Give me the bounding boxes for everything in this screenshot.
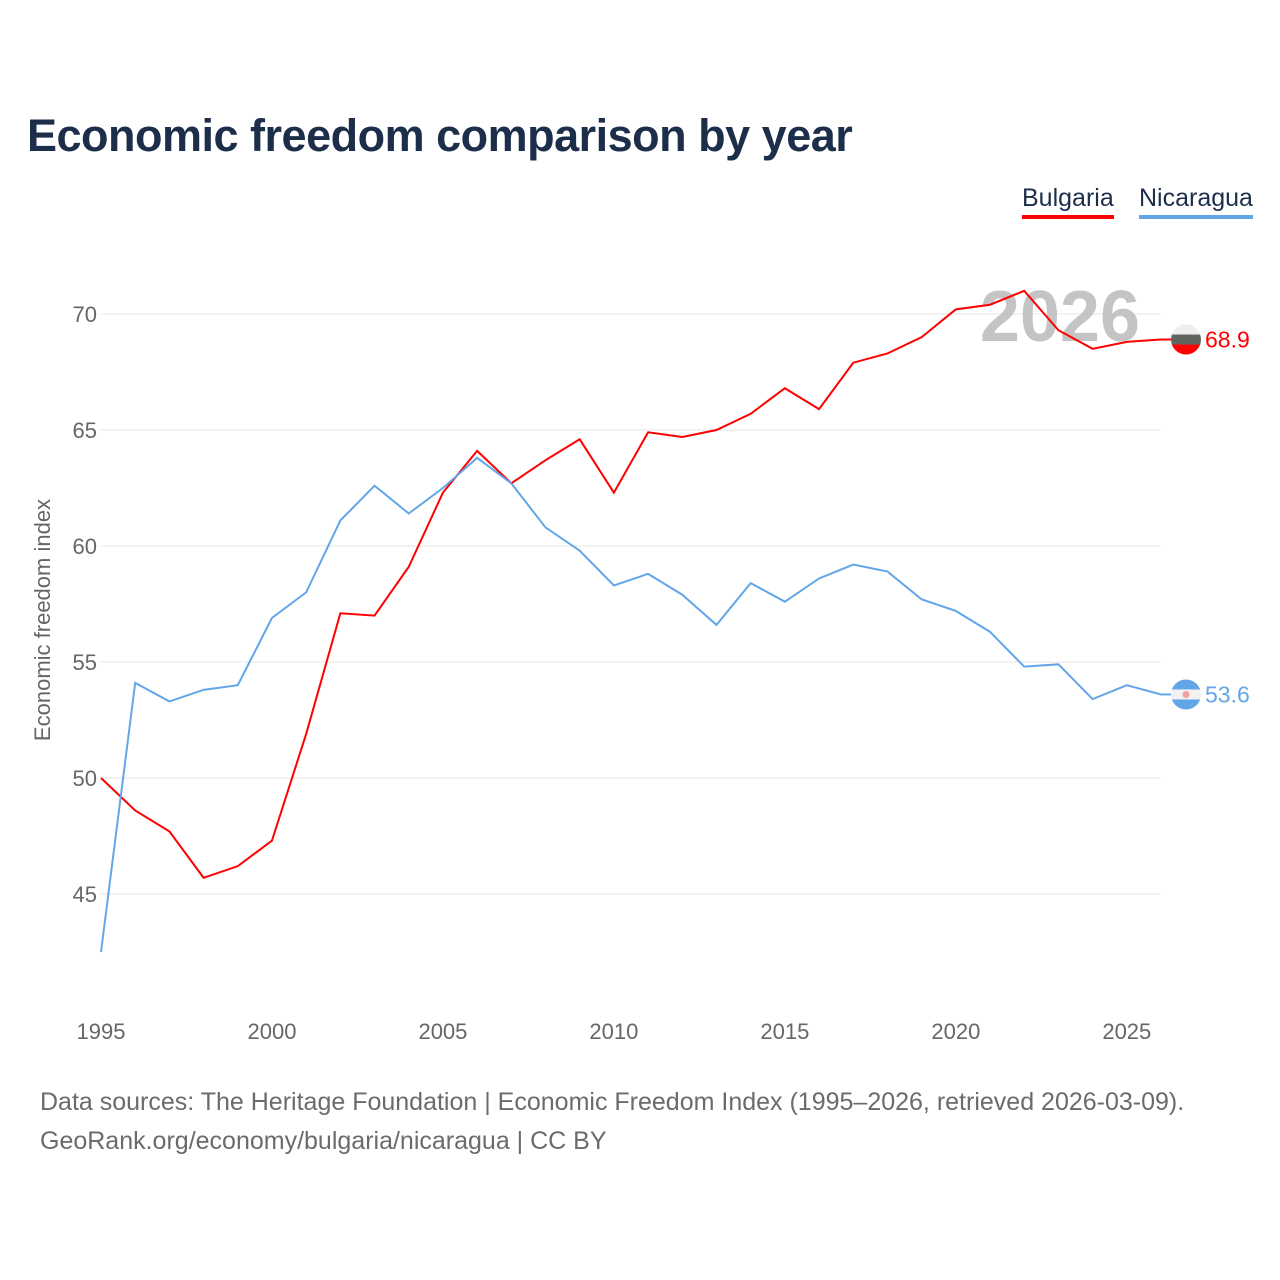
y-axis-label: Economic freedom index <box>30 499 55 741</box>
x-tick-label: 2005 <box>418 1019 467 1044</box>
x-tick-label: 2000 <box>247 1019 296 1044</box>
x-tick-label: 2015 <box>760 1019 809 1044</box>
footer-sources: Data sources: The Heritage Foundation | … <box>40 1088 1185 1116</box>
x-tick-label: 1995 <box>77 1019 126 1044</box>
bulgaria-flag-icon <box>1171 324 1201 355</box>
x-tick-label: 2025 <box>1102 1019 1151 1044</box>
series-line-nicaragua <box>100 456 1162 953</box>
nicaragua-flag-icon <box>1171 679 1201 710</box>
legend-item-bulgaria[interactable]: Bulgaria <box>1022 184 1114 219</box>
y-tick-label: 65 <box>73 418 97 443</box>
series-line-bulgaria <box>100 289 1162 879</box>
chart-title: Economic freedom comparison by year <box>27 110 853 161</box>
y-tick-label: 50 <box>73 766 97 791</box>
y-tick-label: 70 <box>73 302 97 327</box>
end-value-label-nicaragua: 53.6 <box>1205 681 1250 707</box>
y-tick-label: 60 <box>73 534 97 559</box>
y-tick-label: 55 <box>73 650 97 675</box>
end-value-label-bulgaria: 68.9 <box>1205 327 1250 353</box>
legend-item-nicaragua[interactable]: Nicaragua <box>1139 184 1253 219</box>
footer-credit: GeoRank.org/economy/bulgaria/nicaragua |… <box>40 1127 607 1155</box>
y-tick-label: 45 <box>73 882 97 907</box>
x-tick-label: 2010 <box>589 1019 638 1044</box>
x-tick-label: 2020 <box>931 1019 980 1044</box>
